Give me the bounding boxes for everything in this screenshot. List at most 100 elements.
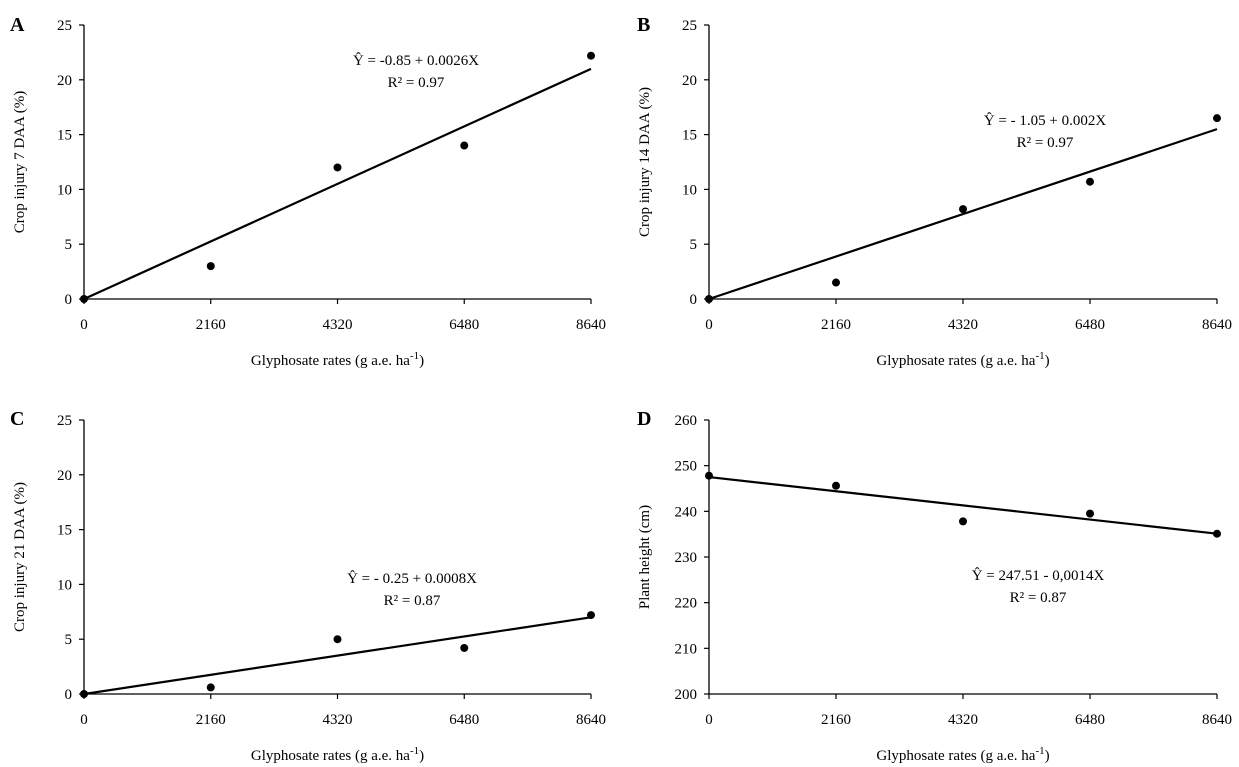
x-tick-label: 8640 (1202, 712, 1232, 728)
x-axis-title-main: Glyphosate rates (g a.e. ha (876, 748, 1035, 764)
x-tick-label: 2160 (196, 712, 226, 728)
regression-equation: Ŷ = 247.51 - 0,0014X (972, 567, 1105, 584)
x-tick-label: 0 (80, 712, 88, 728)
data-point (80, 295, 88, 303)
y-tick-label: 20 (682, 73, 697, 89)
y-tick-label: 25 (682, 18, 697, 34)
chart-panel-c: C 0 5 10 15 20 25 0 2160 4320 6480 8640 Crop injury … (10, 408, 606, 764)
x-axis-title-close: ) (1045, 748, 1050, 764)
data-point (460, 643, 469, 652)
x-axis-title-main: Glyphosate rates (g a.e. ha (251, 353, 410, 369)
r-squared-label: R² = 0.87 (1010, 590, 1067, 606)
y-tick-label: 15 (682, 128, 697, 144)
data-point (1213, 529, 1221, 538)
y-tick-label: 250 (675, 459, 698, 475)
x-tick-label: 4320 (948, 712, 978, 728)
x-axis-title-main: Glyphosate rates (g a.e. ha (251, 748, 410, 764)
r-squared-label: R² = 0.97 (388, 75, 445, 91)
y-tick-label: 260 (675, 413, 698, 429)
y-tick-label: 200 (675, 687, 698, 703)
data-point (206, 683, 215, 692)
x-axis-title: Glyphosate rates (g a.e. ha-1) (876, 350, 1049, 369)
y-tick-label: 0 (65, 292, 73, 308)
regression-line (83, 67, 592, 301)
x-axis-title: Glyphosate rates (g a.e. ha-1) (251, 745, 424, 764)
regression-equation: Ŷ = -0.85 + 0.0026X (353, 52, 479, 69)
data-point (959, 517, 967, 526)
chart-panel-d: D 200 210 220 230 240 250 260 0 2160 4320 6480 8640 P… (637, 408, 1232, 764)
r-squared-label: R² = 0.87 (384, 593, 441, 609)
data-point (1213, 114, 1221, 123)
x-axis-title: Glyphosate rates (g a.e. ha-1) (876, 745, 1049, 764)
x-tick-label: 0 (705, 712, 713, 728)
panel-label: B (637, 14, 650, 36)
panel-label: C (10, 408, 24, 430)
data-point (705, 471, 713, 480)
y-tick-label: 10 (682, 182, 697, 198)
x-axis-title-close: ) (1045, 353, 1050, 369)
y-tick-label: 20 (57, 73, 72, 89)
chart-panel-a: A 0 5 10 15 20 25 0 2160 4320 6480 8640 Crop injury … (10, 14, 606, 369)
x-tick-label: 6480 (449, 712, 479, 728)
x-tick-label: 6480 (1075, 317, 1105, 333)
y-tick-label: 5 (65, 237, 73, 253)
x-tick-label: 2160 (821, 712, 851, 728)
data-point (832, 278, 840, 287)
y-tick-label: 15 (57, 128, 72, 144)
regression-line (708, 128, 1218, 301)
data-point (1086, 177, 1094, 186)
data-point (333, 163, 342, 172)
x-tick-label: 0 (80, 317, 88, 333)
x-axis-title-close: ) (419, 748, 424, 764)
data-point (832, 481, 840, 490)
regression-equation: Ŷ = - 1.05 + 0.002X (984, 112, 1106, 129)
y-tick-label: 5 (65, 632, 73, 648)
x-tick-label: 4320 (323, 712, 353, 728)
y-tick-label: 0 (65, 687, 73, 703)
x-axis-title-superscript: -1 (410, 745, 419, 757)
x-tick-label: 8640 (576, 712, 606, 728)
x-tick-label: 2160 (196, 317, 226, 333)
y-axis-title: Crop injury 21 DAA (%) (12, 482, 28, 632)
y-tick-label: 25 (57, 18, 72, 34)
y-tick-label: 20 (57, 468, 72, 484)
x-axis-title-close: ) (419, 353, 424, 369)
y-tick-label: 230 (675, 550, 698, 566)
y-axis-title: Crop injury 14 DAA (%) (637, 87, 653, 237)
data-point (587, 51, 595, 60)
x-axis-title-main: Glyphosate rates (g a.e. ha (876, 353, 1035, 369)
x-tick-label: 6480 (1075, 712, 1105, 728)
x-tick-label: 8640 (1202, 317, 1232, 333)
panel-label: D (637, 408, 651, 430)
x-tick-label: 8640 (576, 317, 606, 333)
data-point (959, 205, 967, 214)
regression-line (708, 475, 1218, 535)
x-tick-label: 2160 (821, 317, 851, 333)
data-point (206, 262, 215, 271)
data-point (333, 635, 342, 644)
regression-equation: Ŷ = - 0.25 + 0.0008X (347, 570, 477, 587)
x-tick-label: 0 (705, 317, 713, 333)
x-axis-title-superscript: -1 (1035, 745, 1044, 757)
x-axis-title: Glyphosate rates (g a.e. ha-1) (251, 350, 424, 369)
y-tick-label: 220 (675, 596, 698, 612)
y-tick-label: 240 (675, 504, 698, 520)
x-axis-title-superscript: -1 (1035, 350, 1044, 362)
y-tick-label: 0 (690, 292, 698, 308)
y-tick-label: 210 (675, 641, 698, 657)
data-point (587, 611, 595, 620)
data-point (460, 141, 469, 150)
y-axis-title: Crop injury 7 DAA (%) (12, 91, 28, 234)
panel-label: A (10, 14, 25, 36)
x-axis-title-superscript: -1 (410, 350, 419, 362)
y-tick-label: 15 (57, 523, 72, 539)
y-axis-title: Plant height (cm) (637, 505, 653, 609)
x-tick-label: 4320 (948, 317, 978, 333)
data-point (1086, 509, 1094, 518)
y-tick-label: 25 (57, 413, 72, 429)
x-tick-label: 6480 (449, 317, 479, 333)
chart-panel-b: B 0 5 10 15 20 25 0 2160 4320 6480 8640 Crop injury … (637, 14, 1232, 369)
y-tick-label: 5 (690, 237, 698, 253)
regression-line (83, 616, 592, 696)
